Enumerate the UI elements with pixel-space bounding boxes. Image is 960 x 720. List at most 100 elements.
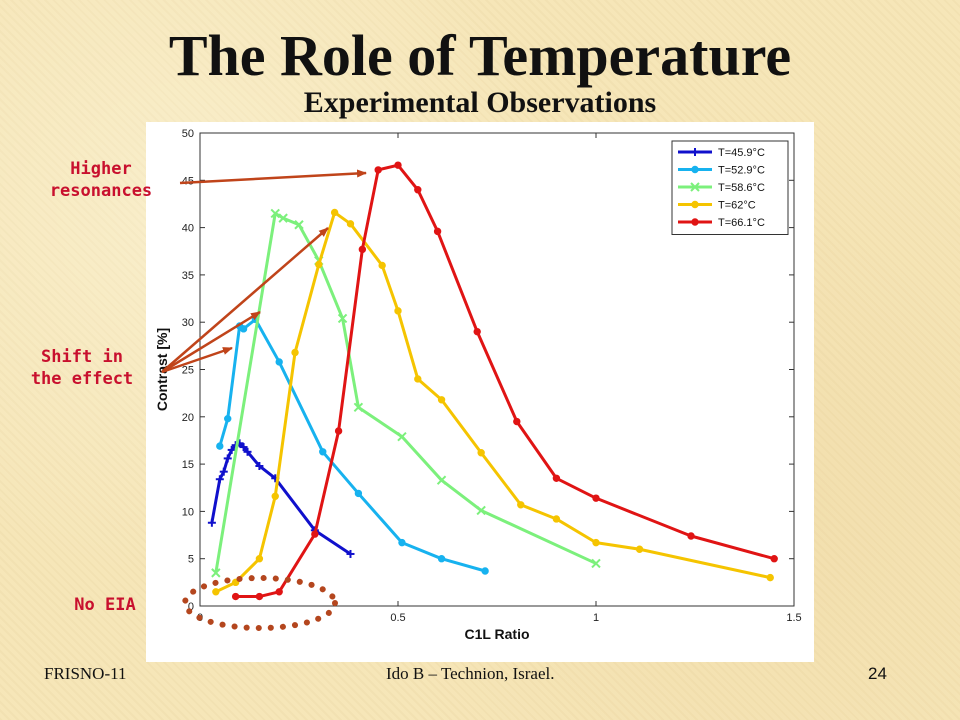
footer-conference: FRISNO-11 <box>44 664 127 683</box>
data-point-s4 <box>231 592 240 601</box>
data-point-s3 <box>330 208 339 217</box>
annotation-arrow <box>161 310 261 374</box>
data-point-s3 <box>394 307 402 315</box>
data-point-s1 <box>239 325 248 333</box>
data-point-s0 <box>243 447 252 456</box>
data-point-s3 <box>271 492 279 500</box>
data-point-s2 <box>294 220 304 230</box>
slide-number: 24 <box>868 664 887 683</box>
annotation-arrow <box>179 169 367 185</box>
data-point-s4 <box>394 161 402 169</box>
y-tick-label: 10 <box>182 506 194 518</box>
data-point-s1 <box>398 538 406 547</box>
legend-marker <box>691 200 699 209</box>
legend-marker <box>691 218 699 226</box>
data-point-s2 <box>278 213 288 223</box>
y-tick-label: 30 <box>182 317 194 329</box>
data-point-s1 <box>481 567 489 575</box>
no-eia-annotation: No EIA <box>74 595 136 615</box>
data-point-s4 <box>552 474 561 482</box>
legend-marker <box>690 182 700 192</box>
data-point-s3 <box>552 515 561 523</box>
legend-entry: T=45.9°C <box>718 147 765 159</box>
data-point-s4 <box>275 588 283 596</box>
data-point-s3 <box>255 555 264 563</box>
y-tick-label: 35 <box>182 270 194 282</box>
data-point-s3 <box>212 588 220 596</box>
legend-entry: T=52.9°C <box>718 165 765 177</box>
annotation-arrow <box>161 227 329 373</box>
data-point-s2 <box>591 558 601 569</box>
data-point-s4 <box>592 494 600 502</box>
legend-entry: T=66.1°C <box>718 217 765 229</box>
shift-line1: Shift in <box>41 347 123 367</box>
data-point-s2 <box>476 505 486 516</box>
y-tick-label: 0 <box>188 601 194 613</box>
data-point-s3 <box>378 261 386 270</box>
y-tick-label: 5 <box>188 554 194 566</box>
shift-line2: the effect <box>30 369 134 389</box>
legend-marker <box>691 148 699 156</box>
higher-resonances-annotation: Higher resonances <box>34 158 168 202</box>
legend-marker <box>691 165 699 174</box>
x-tick-label: 1.5 <box>786 612 801 624</box>
data-point-s0 <box>255 461 264 470</box>
data-point-s0 <box>219 467 228 476</box>
data-point-s1 <box>224 414 232 423</box>
x-tick-label: 1 <box>593 612 599 624</box>
data-point-s2 <box>337 313 348 324</box>
y-tick-label: 50 <box>182 128 194 140</box>
data-point-s4 <box>255 592 264 601</box>
data-point-s4 <box>358 245 367 254</box>
data-point-s0 <box>223 454 232 463</box>
data-point-s4 <box>334 427 343 435</box>
y-tick-label: 20 <box>182 412 194 424</box>
legend-entry: T=58.6°C <box>718 182 765 194</box>
data-point-s3 <box>291 348 299 357</box>
data-point-s1 <box>319 448 327 456</box>
data-point-s2 <box>436 475 447 485</box>
data-point-s4 <box>414 186 422 194</box>
data-point-s0 <box>239 443 248 452</box>
shift-annotation: Shift in the effect <box>16 346 148 390</box>
data-point-s4 <box>770 555 778 563</box>
no-eia-ellipse <box>182 575 338 631</box>
data-point-s3 <box>766 573 774 582</box>
x-tick-label: 0.5 <box>390 612 405 624</box>
data-point-s1 <box>437 555 446 563</box>
data-point-s4 <box>513 417 521 426</box>
data-point-s4 <box>433 227 442 236</box>
annotation-arrow <box>161 346 233 374</box>
series-line-4 <box>235 163 775 599</box>
data-point-s0 <box>346 549 355 558</box>
y-axis-label: Contrast [%] <box>154 328 170 411</box>
data-point-s3 <box>231 578 240 587</box>
data-point-s2 <box>211 568 221 578</box>
data-point-s3 <box>517 501 525 509</box>
data-point-s1 <box>216 442 224 450</box>
higher-resonances-line1: Higher <box>70 159 132 179</box>
data-point-s0 <box>215 475 224 484</box>
data-point-s3 <box>592 538 600 547</box>
data-point-s2 <box>353 402 364 413</box>
data-point-s2 <box>397 431 407 442</box>
footer-author: Ido B – Technion, Israel. <box>386 664 555 683</box>
data-point-s3 <box>477 449 485 457</box>
y-tick-label: 25 <box>182 365 194 377</box>
data-point-s3 <box>437 396 446 404</box>
slide-title: The Role of Temperature <box>168 23 792 88</box>
data-point-s1 <box>275 358 283 366</box>
legend-entry: T=62°C <box>718 200 756 212</box>
x-axis-label: C1L Ratio <box>464 626 529 642</box>
y-tick-label: 15 <box>182 459 194 471</box>
data-point-s0 <box>227 445 236 454</box>
data-point-s0 <box>207 518 216 527</box>
y-tick-label: 40 <box>182 223 194 235</box>
higher-resonances-line2: resonances <box>49 181 153 201</box>
data-point-s4 <box>687 532 695 540</box>
data-point-s4 <box>374 166 382 174</box>
y-tick-label: 45 <box>182 175 194 187</box>
data-point-s4 <box>311 530 319 538</box>
data-point-s3 <box>346 220 355 228</box>
